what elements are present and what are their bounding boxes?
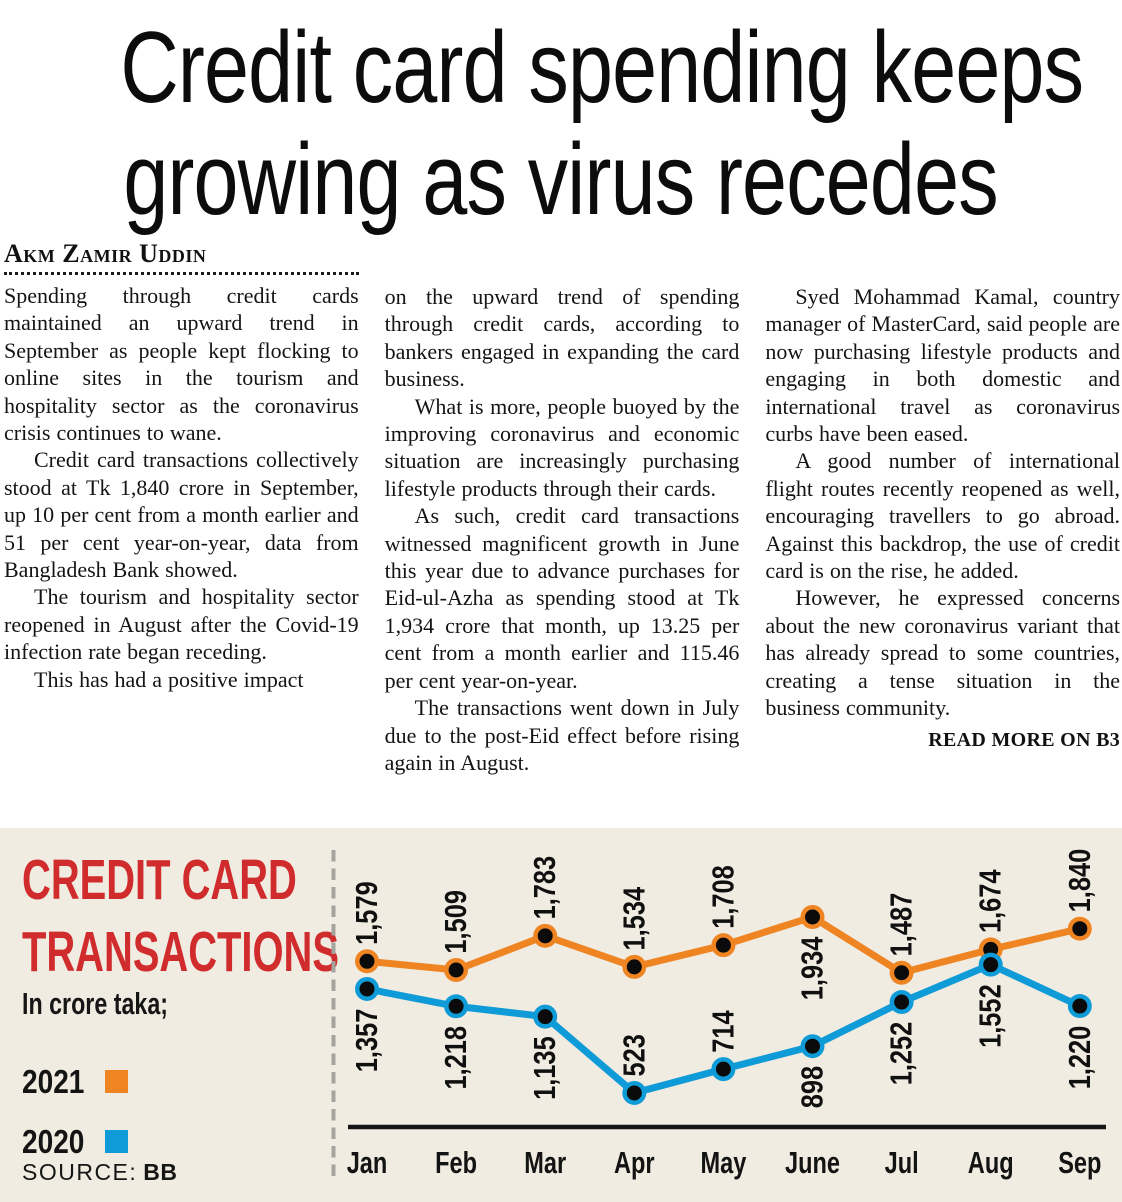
- paragraph: Spending through credit cards maintained…: [4, 283, 359, 446]
- svg-text:1,218: 1,218: [439, 1026, 474, 1090]
- column-3-text: Syed Mohammad Kamal, country manager of …: [765, 283, 1120, 722]
- svg-text:Apr: Apr: [614, 1145, 655, 1180]
- svg-text:714: 714: [706, 1010, 741, 1053]
- byline: Akm Zamir Uddin: [4, 239, 207, 268]
- legend-swatch-2021: [105, 1070, 128, 1093]
- paragraph: on the upward trend of spending through …: [384, 284, 740, 392]
- legend-item-2021: 2021: [22, 1063, 128, 1100]
- svg-text:1,552: 1,552: [973, 984, 1008, 1048]
- paragraph: This has had a positive impact: [34, 666, 304, 692]
- chart-source: SOURCE: BB: [22, 1159, 178, 1186]
- article-columns: Akm Zamir Uddin Spending through credit …: [0, 236, 1122, 776]
- svg-text:1,252: 1,252: [884, 1022, 919, 1086]
- svg-text:523: 523: [617, 1034, 652, 1076]
- source-value: BB: [143, 1159, 178, 1185]
- headline-line-2: growing as virus recedes: [123, 124, 999, 236]
- svg-text:1,135: 1,135: [528, 1036, 563, 1100]
- article-section: Credit card spending keeps growing as vi…: [0, 0, 1122, 776]
- paragraph: As such, credit card transactions witnes…: [384, 503, 740, 693]
- paragraph: The tourism and hospitality sector reope…: [4, 584, 359, 665]
- paragraph: A good number of international flight ro…: [765, 448, 1121, 584]
- paragraph: Credit card transactions collectively st…: [4, 447, 359, 583]
- svg-text:1,487: 1,487: [884, 893, 919, 957]
- chart-section: CREDIT CARD TRANSACTIONS In crore taka; …: [0, 828, 1122, 1202]
- svg-text:1,220: 1,220: [1062, 1026, 1097, 1090]
- article-column-3: Syed Mohammad Kamal, country manager of …: [765, 240, 1120, 776]
- article-column-1: Akm Zamir Uddin Spending through credit …: [4, 240, 359, 776]
- column-1-text: Spending through credit cards maintained…: [4, 282, 359, 693]
- svg-text:June: June: [785, 1145, 840, 1180]
- svg-text:1,579: 1,579: [350, 881, 385, 945]
- article-column-2: on the upward trend of spending through …: [385, 240, 740, 776]
- svg-text:1,708: 1,708: [706, 865, 741, 929]
- svg-text:Aug: Aug: [968, 1145, 1014, 1180]
- svg-text:1,674: 1,674: [973, 869, 1008, 933]
- svg-text:May: May: [700, 1145, 746, 1180]
- read-more-link[interactable]: READ MORE ON B3: [928, 728, 1121, 751]
- svg-text:1,509: 1,509: [439, 890, 474, 954]
- legend-label-2020: 2020: [22, 1123, 85, 1160]
- svg-text:1,840: 1,840: [1062, 849, 1097, 913]
- svg-text:Jul: Jul: [885, 1145, 919, 1180]
- svg-text:1,934: 1,934: [795, 936, 830, 1000]
- svg-text:1,783: 1,783: [528, 856, 563, 920]
- svg-text:1,357: 1,357: [350, 1009, 385, 1073]
- byline-rule: [4, 268, 359, 275]
- legend-label-2021: 2021: [22, 1063, 85, 1100]
- paragraph: Syed Mohammad Kamal, country manager of …: [765, 284, 1121, 447]
- svg-text:Feb: Feb: [435, 1145, 477, 1180]
- svg-text:Jan: Jan: [347, 1145, 388, 1180]
- line-chart: Jan Feb Mar Apr May June Jul Aug Sep 1,579 1,509 1,…: [331, 849, 1106, 1180]
- svg-text:Sep: Sep: [1058, 1145, 1101, 1180]
- chart-subtitle: In crore taka;: [22, 986, 169, 1021]
- headline-line-1: Credit card spending keeps: [120, 12, 1084, 124]
- paragraph: The transactions went down in July due t…: [384, 695, 740, 775]
- svg-text:Mar: Mar: [524, 1145, 566, 1180]
- svg-text:898: 898: [795, 1066, 830, 1108]
- chart-title-line-1: CREDIT CARD: [22, 848, 297, 912]
- paragraph: What is more, people buoyed by the impro…: [384, 393, 740, 501]
- source-label: SOURCE:: [22, 1159, 138, 1185]
- legend-item-2020: 2020: [22, 1123, 128, 1160]
- chart-title: CREDIT CARD TRANSACTIONS: [22, 844, 475, 988]
- column-2-text: on the upward trend of spending through …: [385, 283, 740, 776]
- chart-title-line-2: TRANSACTIONS: [22, 920, 339, 984]
- paragraph: However, he expressed concerns about the…: [765, 585, 1121, 721]
- legend-swatch-2020: [105, 1130, 128, 1153]
- headline: Credit card spending keeps growing as vi…: [0, 0, 1122, 236]
- svg-text:1,534: 1,534: [617, 887, 652, 951]
